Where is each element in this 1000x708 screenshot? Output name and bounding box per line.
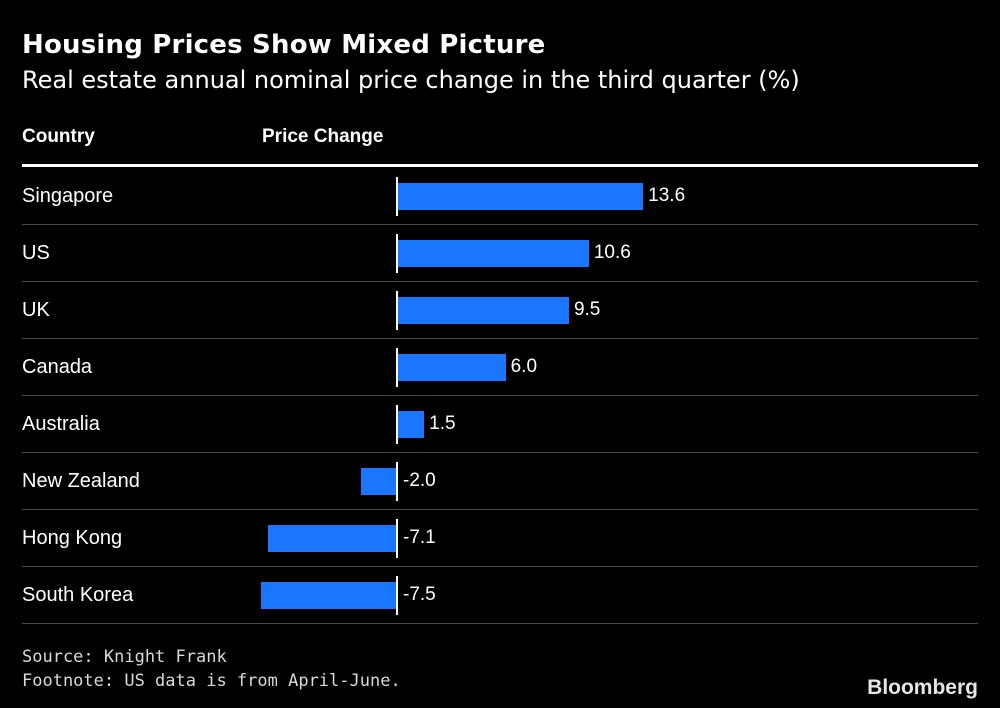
source-note: Source: Knight Frank: [22, 647, 227, 667]
country-label: Singapore: [22, 185, 114, 207]
row-divider: [22, 281, 978, 282]
zero-axis-tick: [396, 462, 398, 501]
country-label: US: [22, 242, 50, 264]
row-divider: [22, 452, 978, 453]
country-label: Canada: [22, 356, 93, 378]
country-label: Hong Kong: [22, 527, 123, 549]
chart-title: Housing Prices Show Mixed Picture: [22, 30, 546, 60]
zero-axis-tick: [396, 291, 398, 330]
value-label: -7.5: [403, 584, 436, 605]
zero-axis-tick: [396, 177, 398, 216]
chart-row: US 10.6: [22, 225, 978, 282]
header-rule: [22, 164, 978, 167]
row-divider: [22, 509, 978, 510]
value-label: 6.0: [510, 356, 538, 377]
zero-axis-tick: [396, 519, 398, 558]
value-label: 1.5: [429, 413, 456, 434]
row-divider: [22, 623, 978, 624]
chart-row: UK 9.5: [22, 282, 978, 339]
row-divider: [22, 338, 978, 339]
zero-axis-tick: [396, 405, 398, 444]
value-label: -7.1: [403, 527, 436, 548]
country-label: Australia: [22, 413, 100, 435]
column-header-price-change: Price Change: [262, 126, 384, 147]
price-change-bar: [397, 297, 569, 324]
value-label: 9.5: [573, 299, 601, 320]
country-label: New Zealand: [22, 470, 140, 492]
zero-axis-tick: [396, 576, 398, 615]
row-divider: [22, 566, 978, 567]
price-change-bar: [397, 240, 589, 267]
chart-row: Singapore 13.6: [22, 168, 978, 225]
zero-axis-tick: [396, 234, 398, 273]
bloomberg-logo: Bloomberg: [867, 676, 978, 699]
footnote: Footnote: US data is from April-June.: [22, 671, 401, 691]
row-divider: [22, 395, 978, 396]
value-label: -2.0: [403, 470, 436, 491]
column-header-country: Country: [22, 126, 95, 147]
chart-subtitle: Real estate annual nominal price change …: [22, 66, 800, 94]
value-label: 13.6: [648, 185, 686, 206]
price-change-bar: [397, 354, 506, 381]
price-change-bar: [397, 183, 644, 210]
country-label: South Korea: [22, 584, 134, 606]
chart-row: Australia 1.5: [22, 396, 978, 453]
price-change-bar: [397, 411, 425, 438]
chart-row: Canada 6.0: [22, 339, 978, 396]
zero-axis-tick: [396, 348, 398, 387]
value-label: 10.6: [593, 242, 631, 263]
country-label: UK: [22, 299, 50, 321]
chart-row: South Korea -7.5: [22, 567, 978, 624]
row-divider: [22, 224, 978, 225]
price-change-bar: [261, 582, 397, 609]
chart-row: Hong Kong -7.1: [22, 510, 978, 567]
price-change-bar: [268, 525, 397, 552]
price-change-bar: [360, 468, 397, 495]
chart-row: New Zealand -2.0: [22, 453, 978, 510]
